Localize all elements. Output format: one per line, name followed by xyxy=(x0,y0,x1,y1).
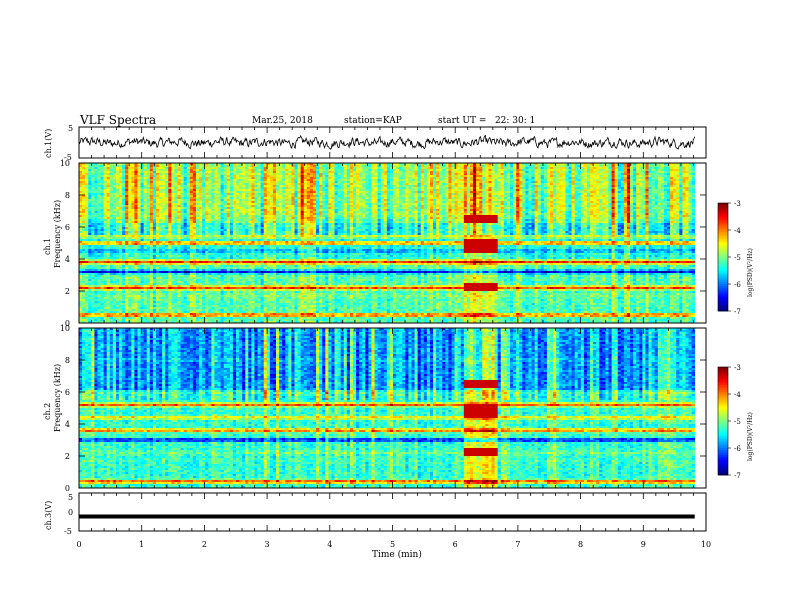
ch1-waveform-ytick-top: 5 xyxy=(68,124,73,133)
ch1-waveform-ylabel: ch.1(V) xyxy=(44,129,53,158)
date-label: Mar.25, 2018 xyxy=(252,116,313,126)
start-ut-label: start UT = 22: 30: 1 xyxy=(438,116,535,126)
figure-title: VLF Spectra xyxy=(79,113,156,127)
ch1-waveform-panel: 5 -5 ch.1(V) xyxy=(44,124,706,162)
ch1-spectrogram-cells xyxy=(79,163,695,323)
station-label: station=KAP xyxy=(344,116,402,126)
